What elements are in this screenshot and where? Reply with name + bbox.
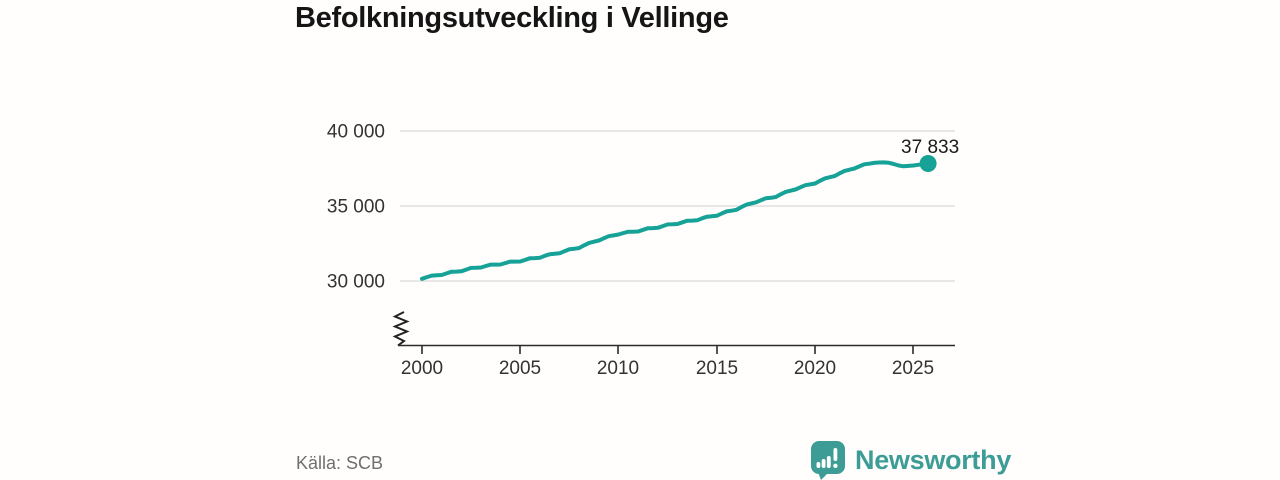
newsworthy-icon	[811, 441, 845, 480]
source-label: Källa: SCB	[296, 453, 384, 473]
y-tick-label-40000: 40 000	[327, 122, 385, 143]
x-tick-label-2005: 2005	[499, 358, 541, 379]
end-point-dot	[919, 155, 937, 172]
x-axis-labels: 2000 2005 2010 2015 2020 2025	[401, 358, 934, 379]
end-value-label: 37 833	[901, 137, 959, 158]
x-tick-label-2020: 2020	[794, 358, 836, 379]
axis-break-squiggle	[392, 311, 410, 347]
page-title: Befolkningsutveckling i Vellinge	[295, 2, 729, 34]
x-tick-label-2015: 2015	[696, 358, 738, 379]
population-line	[420, 160, 931, 281]
y-tick-label-35000: 35 000	[327, 197, 385, 218]
y-axis-labels: 40 000 35 000 30 000	[327, 122, 385, 293]
x-tick-label-2000: 2000	[401, 358, 443, 379]
x-tick-label-2010: 2010	[597, 358, 639, 379]
gridlines	[400, 130, 955, 282]
newsworthy-logo: Newsworthy	[810, 440, 1011, 480]
x-tick-label-2025: 2025	[892, 358, 934, 379]
y-tick-label-30000: 30 000	[327, 272, 385, 293]
x-axis-ticks	[421, 345, 914, 354]
newsworthy-wordmark: Newsworthy	[855, 444, 1012, 475]
